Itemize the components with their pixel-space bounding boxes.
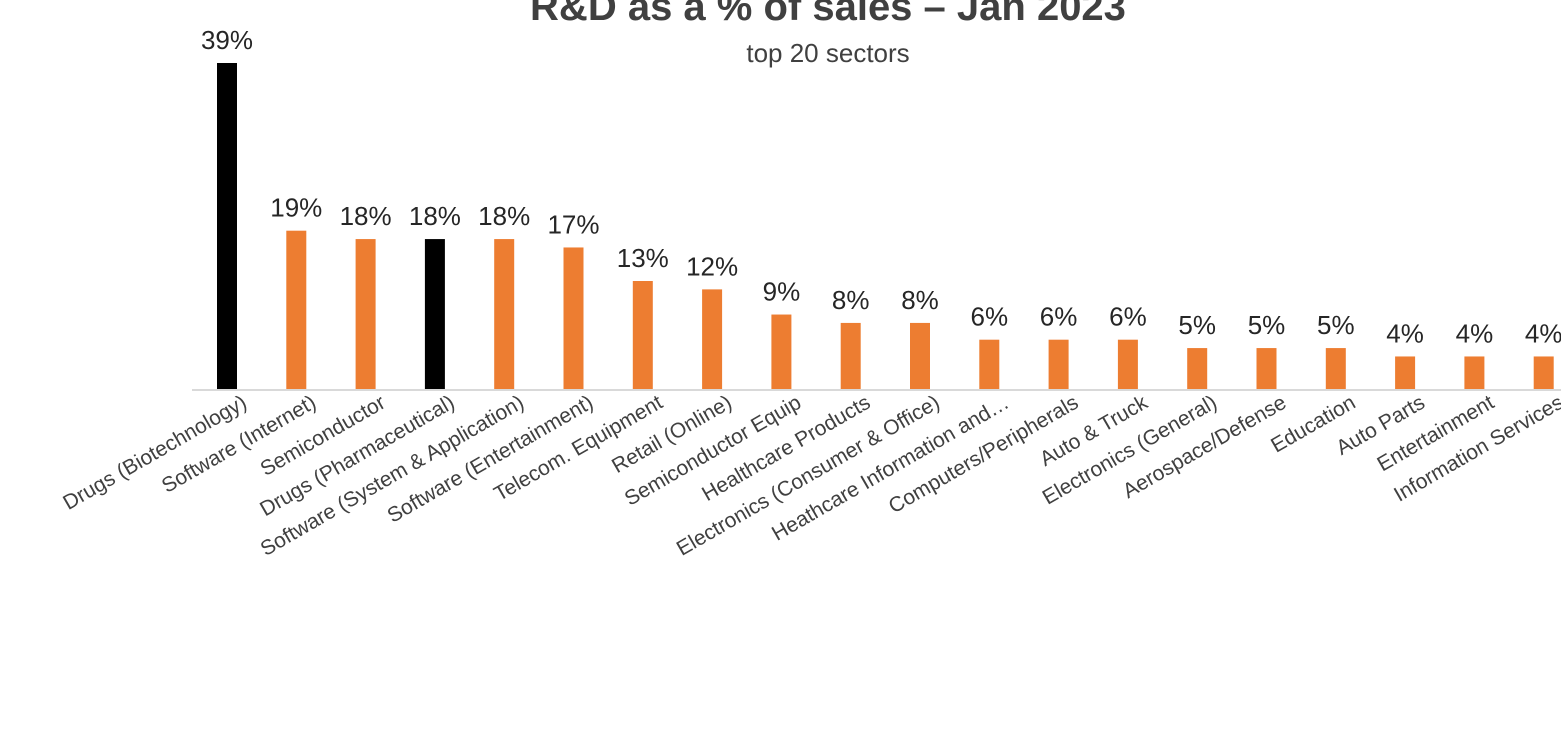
bar-10 <box>910 322 930 390</box>
bar-17 <box>1395 356 1416 390</box>
bar-18 <box>1464 356 1485 390</box>
data-label-11: 6% <box>971 302 1009 332</box>
data-label-1: 19% <box>270 193 322 223</box>
bar-15 <box>1256 348 1277 390</box>
bar-14 <box>1187 348 1208 390</box>
bar-11 <box>979 339 1000 390</box>
data-labels-group: 39% 19% 18% 18% 18% 17% 13% 12% 9% 8% 8% 6% 6% 6% 5% 5%… <box>201 25 1561 348</box>
bars-group <box>217 63 1554 390</box>
data-label-9: 8% <box>832 285 870 315</box>
bar-2 <box>355 239 376 390</box>
bar-9 <box>840 322 861 390</box>
x-tick-labels-group: Drugs (Biotechnology)Software (Internet)… <box>59 391 1561 561</box>
bar-5 <box>563 247 584 390</box>
data-label-14: 5% <box>1178 310 1216 340</box>
data-label-6: 13% <box>617 243 669 273</box>
data-label-12: 6% <box>1040 302 1078 332</box>
data-label-2: 18% <box>340 201 392 231</box>
data-label-15: 5% <box>1248 310 1286 340</box>
data-label-0: 39% <box>201 25 253 55</box>
bar-8 <box>771 314 792 390</box>
data-label-10: 8% <box>901 285 939 315</box>
bar-13 <box>1117 339 1138 390</box>
data-label-18: 4% <box>1456 318 1494 348</box>
bar-1 <box>286 230 307 390</box>
data-label-3: 18% <box>409 201 461 231</box>
bar-6 <box>632 281 653 390</box>
bar-4 <box>494 239 515 390</box>
chart-subtitle: top 20 sectors <box>746 38 909 68</box>
bar-7 <box>702 289 723 390</box>
data-label-8: 9% <box>763 277 801 307</box>
data-label-7: 12% <box>686 251 738 281</box>
data-label-5: 17% <box>547 209 599 239</box>
data-label-16: 5% <box>1317 310 1355 340</box>
bar-19 <box>1533 356 1554 390</box>
bar-3 <box>424 239 445 390</box>
bar-0 <box>217 63 237 390</box>
data-label-13: 6% <box>1109 302 1147 332</box>
data-label-4: 18% <box>478 201 530 231</box>
data-label-19: 4% <box>1525 318 1561 348</box>
bar-12 <box>1048 339 1069 390</box>
bar-16 <box>1325 348 1346 390</box>
chart-title: R&D as a % of sales – Jan 2023 <box>530 0 1126 29</box>
data-label-17: 4% <box>1386 318 1424 348</box>
